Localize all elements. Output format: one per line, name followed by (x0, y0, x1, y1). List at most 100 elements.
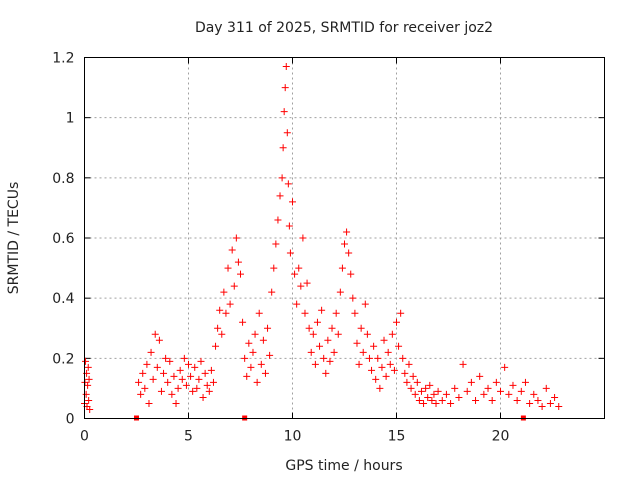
data-point (286, 249, 294, 257)
data-point (472, 396, 480, 404)
data-point (166, 357, 174, 365)
data-point (534, 396, 542, 404)
data-point (343, 228, 351, 236)
data-point (289, 198, 296, 206)
data-point (386, 360, 394, 368)
data-point (415, 396, 423, 404)
y-axis-ticks: 0 0.2 0.4 0.6 0.8 1 1.2 (52, 51, 605, 428)
data-point (426, 381, 434, 389)
data-point (84, 363, 92, 371)
data-point (253, 378, 261, 386)
data-point (368, 366, 376, 374)
data-point (162, 354, 170, 362)
data-point (311, 360, 319, 368)
data-point (313, 318, 321, 326)
data-point (355, 360, 363, 368)
data-point (420, 399, 428, 407)
data-point (505, 390, 513, 398)
data-point (283, 129, 291, 137)
data-point (276, 192, 284, 200)
data-point (155, 336, 163, 344)
data-point (542, 384, 550, 392)
data-point (399, 354, 407, 362)
y-tick-label: 0 (66, 412, 75, 428)
data-point (145, 399, 153, 407)
data-point (151, 330, 159, 338)
x-tick-label: 15 (388, 429, 406, 445)
data-point (239, 318, 247, 326)
data-point (303, 279, 311, 287)
data-point (284, 180, 292, 188)
data-point (432, 399, 440, 407)
data-point (272, 240, 280, 248)
data-point (484, 384, 492, 392)
data-point (228, 246, 236, 254)
data-point (245, 339, 253, 347)
data-point (467, 378, 475, 386)
data-point (380, 336, 388, 344)
data-point (160, 369, 168, 377)
data-point (282, 63, 290, 71)
data-point (135, 378, 143, 386)
data-point (307, 348, 315, 356)
data-point (401, 369, 409, 377)
data-point (279, 144, 287, 152)
data-point (170, 372, 178, 380)
data-point (197, 357, 205, 365)
data-point (207, 366, 215, 374)
data-point (243, 372, 251, 380)
data-point (417, 387, 425, 395)
x-axis-label: GPS time / hours (285, 458, 402, 474)
data-point (521, 378, 529, 386)
y-axis-label: SRMTID / TECUs (6, 182, 22, 295)
data-point (349, 294, 357, 302)
data-point (488, 396, 496, 404)
data-point (338, 264, 346, 272)
data-point (501, 363, 509, 371)
data-point (451, 384, 459, 392)
data-point (278, 174, 286, 182)
data-point (293, 300, 301, 308)
chart-title: Day 311 of 2025, SRMTID for receiver joz… (195, 20, 493, 36)
data-point (403, 378, 411, 386)
data-point (509, 381, 517, 389)
data-point (86, 405, 94, 413)
data-point (309, 330, 317, 338)
data-point (513, 396, 521, 404)
plot-frame (84, 57, 605, 419)
data-point (266, 351, 274, 359)
data-point (526, 399, 534, 407)
data-point (84, 381, 92, 389)
data-point (370, 342, 378, 350)
data-points (81, 63, 563, 413)
data-point (411, 390, 419, 398)
data-point (372, 375, 380, 383)
data-point (405, 360, 413, 368)
data-point (374, 354, 382, 362)
data-point (320, 354, 328, 362)
data-point (413, 378, 421, 386)
data-point (365, 354, 373, 362)
data-point (390, 366, 398, 374)
data-point (82, 390, 90, 398)
data-point (182, 381, 190, 389)
data-point (222, 309, 230, 317)
data-point (82, 357, 90, 365)
data-point (345, 249, 353, 257)
data-point (224, 264, 232, 272)
data-point (264, 324, 272, 332)
data-point (280, 108, 288, 116)
data-point (261, 369, 269, 377)
data-point (428, 396, 436, 404)
data-point (220, 288, 228, 296)
x-axis-ticks: 0 5 10 15 20 (80, 57, 509, 445)
data-point (259, 336, 267, 344)
data-point (164, 378, 172, 386)
data-point (376, 384, 384, 392)
data-point (382, 372, 390, 380)
data-point (430, 390, 438, 398)
data-point (85, 396, 93, 404)
data-point (336, 288, 344, 296)
data-point (230, 282, 238, 290)
